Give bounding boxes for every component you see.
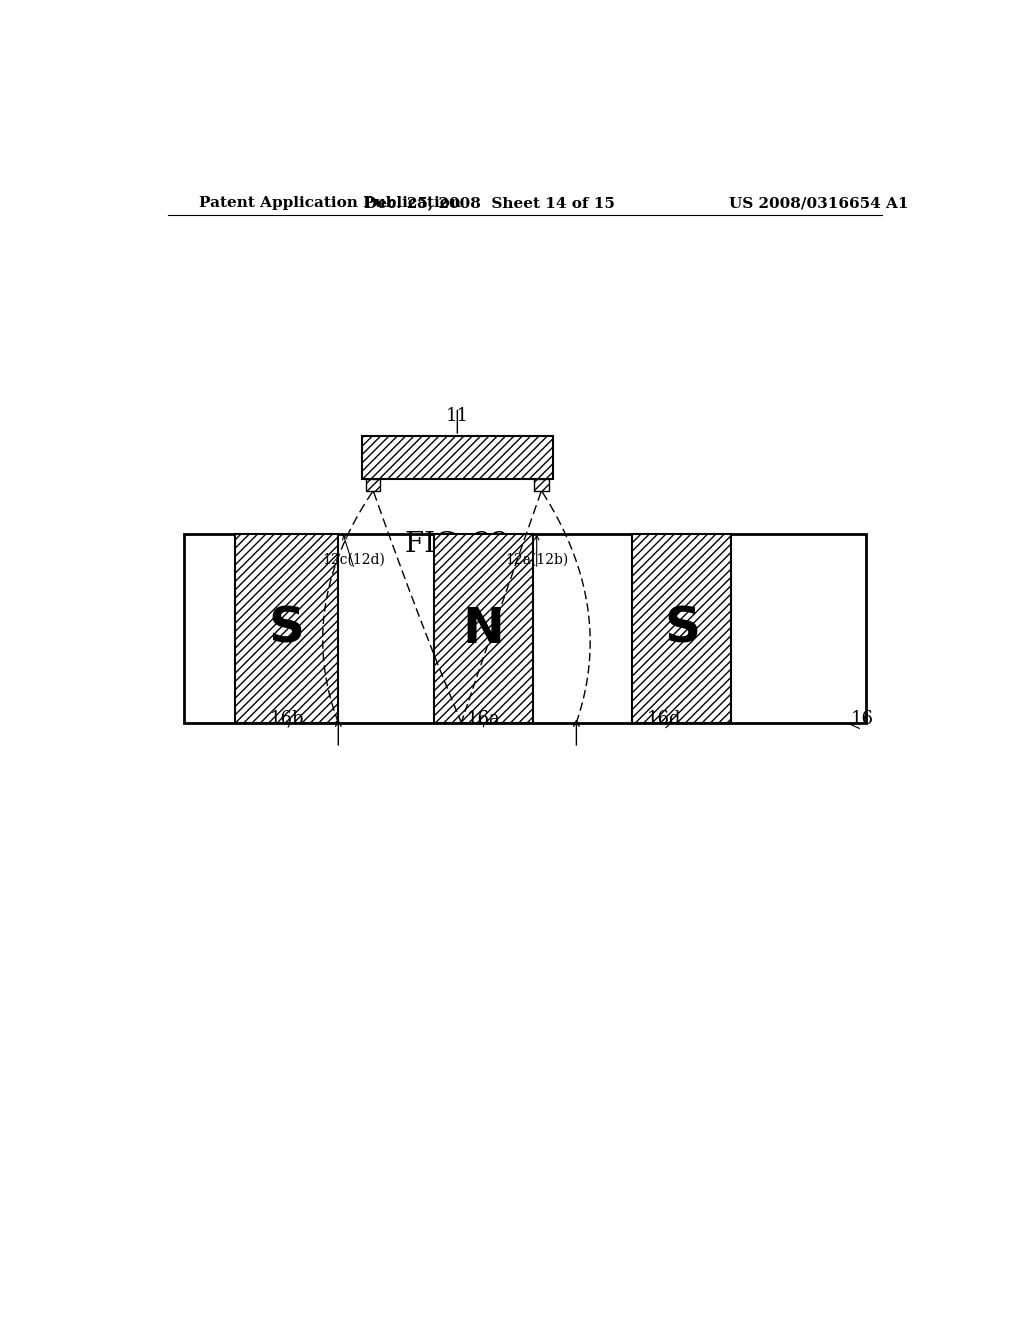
Text: 16a: 16a xyxy=(467,710,501,727)
Bar xyxy=(367,479,380,491)
Bar xyxy=(236,535,338,722)
Text: N: N xyxy=(463,605,505,653)
Bar xyxy=(183,535,866,722)
Text: 11: 11 xyxy=(445,408,469,425)
Text: S: S xyxy=(268,605,305,653)
Bar xyxy=(362,436,553,479)
Text: 12c(12d): 12c(12d) xyxy=(323,553,386,568)
Text: 16: 16 xyxy=(851,710,873,727)
Text: S: S xyxy=(664,605,700,653)
Text: FIG. 22: FIG. 22 xyxy=(406,531,509,558)
Text: 16d: 16d xyxy=(646,710,681,727)
Text: Patent Application Publication: Patent Application Publication xyxy=(200,197,462,210)
Text: 12a(12b): 12a(12b) xyxy=(505,553,568,568)
Bar xyxy=(535,479,549,491)
Bar xyxy=(632,535,731,722)
Text: US 2008/0316654 A1: US 2008/0316654 A1 xyxy=(729,197,908,210)
Text: Dec. 25, 2008  Sheet 14 of 15: Dec. 25, 2008 Sheet 14 of 15 xyxy=(364,197,614,210)
Bar xyxy=(433,535,532,722)
Text: 16b: 16b xyxy=(269,710,304,727)
